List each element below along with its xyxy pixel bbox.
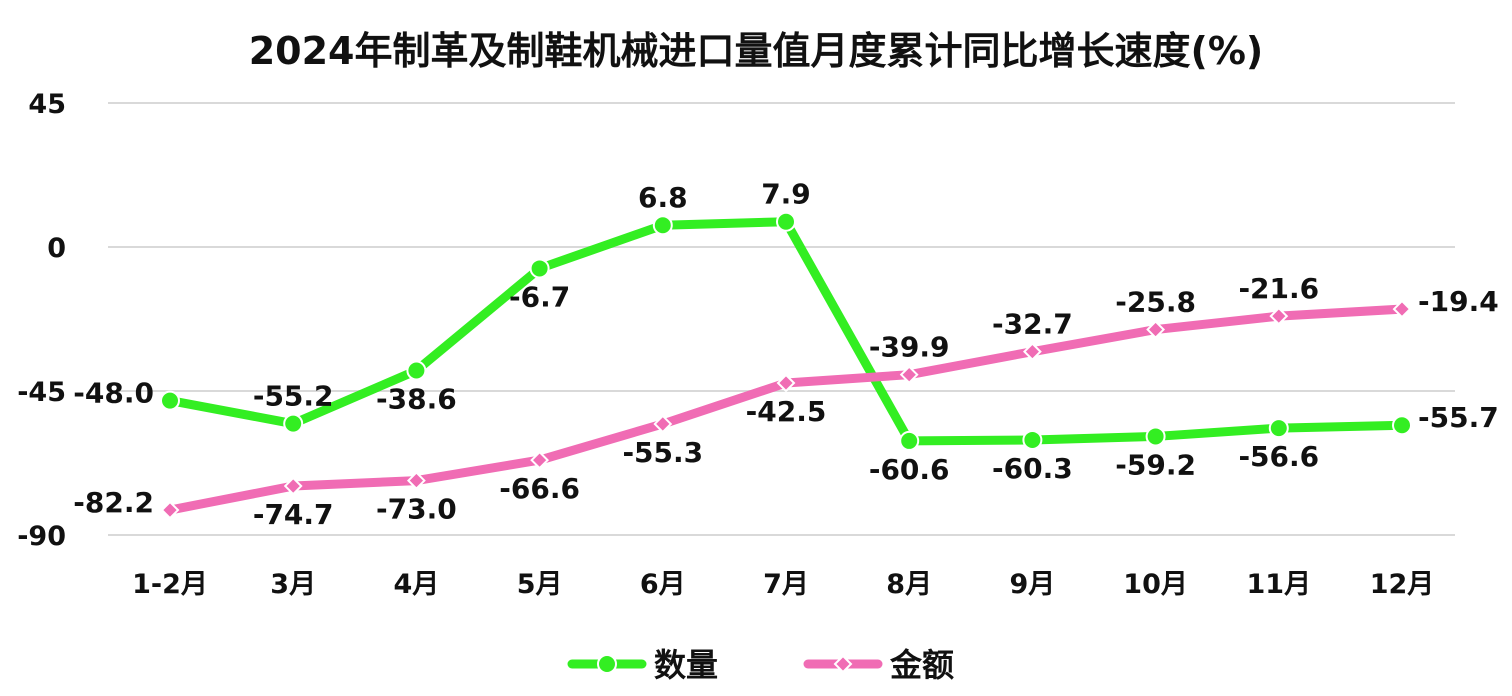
data-label: -55.2: [253, 380, 334, 413]
x-axis-ticks: 1-2月 3月 4月 5月 6月 7月 8月 9月 10月 11月 12月: [132, 569, 1434, 600]
x-tick-label: 9月: [1010, 569, 1056, 600]
x-tick-label: 7月: [763, 569, 809, 600]
data-label: -55.3: [622, 436, 703, 469]
x-tick-label: 11月: [1247, 569, 1312, 600]
data-label: -60.3: [992, 452, 1073, 485]
legend-label: 数量: [654, 646, 718, 684]
y-axis-ticks: 45 0 -45 -90: [17, 89, 66, 552]
data-point: [1392, 299, 1412, 319]
data-labels: -48.0 -55.2 -38.6 -6.7 6.8 7.9 -60.6 -60.3 -59.2…: [73, 178, 1498, 531]
data-point: [653, 414, 673, 434]
data-label: -74.7: [253, 498, 334, 531]
chart-title: 2024年制革及制鞋机械进口量值月度累计同比增长速度(%): [248, 29, 1264, 73]
data-label: -60.6: [869, 453, 950, 486]
x-tick-label: 3月: [270, 569, 316, 600]
data-point: [652, 215, 673, 236]
data-label: -73.0: [376, 493, 457, 526]
data-point: [1269, 306, 1289, 326]
data-point: [160, 500, 180, 520]
gridlines: [108, 102, 1455, 536]
data-point: [406, 360, 427, 381]
data-label: -32.7: [992, 308, 1073, 341]
data-point: [1022, 429, 1043, 450]
x-tick-label: 4月: [394, 569, 440, 600]
legend-label: 金额: [889, 646, 954, 684]
data-point: [1145, 426, 1166, 447]
data-label: -56.6: [1238, 440, 1319, 473]
data-point: [283, 476, 303, 496]
x-tick-label: 6月: [640, 569, 686, 600]
y-tick-label: 0: [47, 233, 66, 264]
data-point: [1022, 342, 1042, 362]
y-tick-label: -45: [17, 377, 66, 408]
legend-marker: [833, 654, 853, 674]
data-point: [530, 450, 550, 470]
data-point: [406, 471, 426, 491]
data-point: [160, 390, 180, 411]
data-point: [529, 258, 550, 279]
x-tick-label: 12月: [1370, 569, 1435, 600]
y-tick-label: 45: [28, 89, 66, 120]
x-tick-label: 8月: [886, 569, 932, 600]
data-label: -25.8: [1115, 286, 1196, 319]
legend: 数量 金额: [567, 646, 954, 684]
data-label: -42.5: [746, 395, 827, 428]
series-lines: [160, 211, 1412, 520]
data-label: 6.8: [638, 181, 688, 214]
data-label: 7.9: [761, 178, 811, 211]
data-point: [1268, 418, 1289, 439]
data-label: -82.2: [73, 486, 154, 519]
data-label: -21.6: [1238, 272, 1319, 305]
data-point: [899, 430, 920, 451]
data-label: -38.6: [376, 383, 457, 416]
data-label: -55.7: [1418, 401, 1499, 434]
x-tick-label: 5月: [517, 569, 563, 600]
data-point: [776, 211, 796, 232]
data-label: -48.0: [73, 377, 154, 410]
legend-marker: [597, 654, 617, 674]
data-label: -59.2: [1115, 448, 1196, 481]
data-label: -19.4: [1418, 285, 1499, 318]
data-point: [1146, 320, 1166, 339]
x-tick-label: 1-2月: [132, 569, 208, 600]
data-point: [1392, 415, 1412, 436]
x-tick-label: 10月: [1123, 569, 1188, 600]
data-label: -66.6: [499, 472, 580, 505]
data-label: -39.9: [869, 331, 950, 364]
data-label: -6.7: [509, 280, 570, 313]
y-tick-label: -90: [17, 521, 66, 552]
data-point: [776, 373, 796, 393]
data-point: [283, 413, 304, 434]
data-point: [899, 365, 919, 385]
